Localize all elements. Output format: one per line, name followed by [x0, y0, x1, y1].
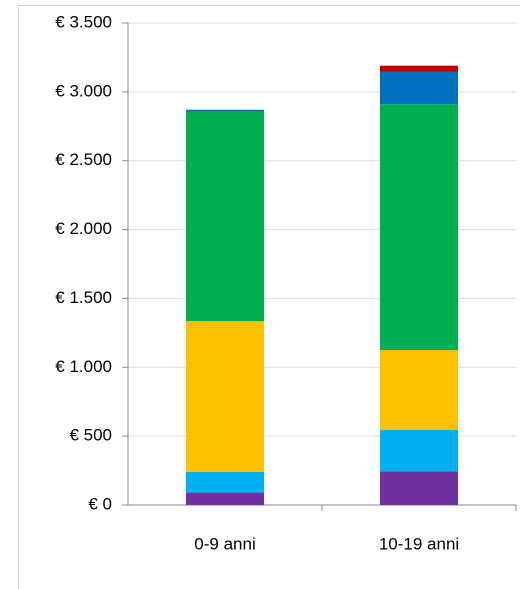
y-tick-label: € 500	[69, 426, 112, 445]
bar-segment	[186, 109, 264, 112]
y-tick-label: € 1.500	[55, 288, 112, 307]
y-tick-label: € 0	[88, 494, 112, 513]
bar-segment	[380, 65, 458, 72]
bar-segment	[380, 104, 458, 351]
bar-segment	[380, 429, 458, 472]
bar-segment	[186, 471, 264, 493]
y-tick-label: € 3.000	[55, 81, 112, 100]
bar-segment	[186, 492, 264, 505]
bar-segment	[380, 471, 458, 505]
bar-segment	[186, 111, 264, 322]
bar-segment	[380, 71, 458, 105]
y-tick-label: € 2.500	[55, 150, 112, 169]
y-tick-label: € 2.000	[55, 219, 112, 238]
x-tick-label: 0-9 anni	[194, 534, 255, 553]
chart-frame	[18, 5, 520, 589]
x-tick-label: 10-19 anni	[379, 534, 459, 553]
y-tick-label: € 1.000	[55, 357, 112, 376]
bar-segment	[186, 321, 264, 472]
y-tick-label: € 3.500	[55, 12, 112, 31]
bar-segment	[380, 350, 458, 430]
